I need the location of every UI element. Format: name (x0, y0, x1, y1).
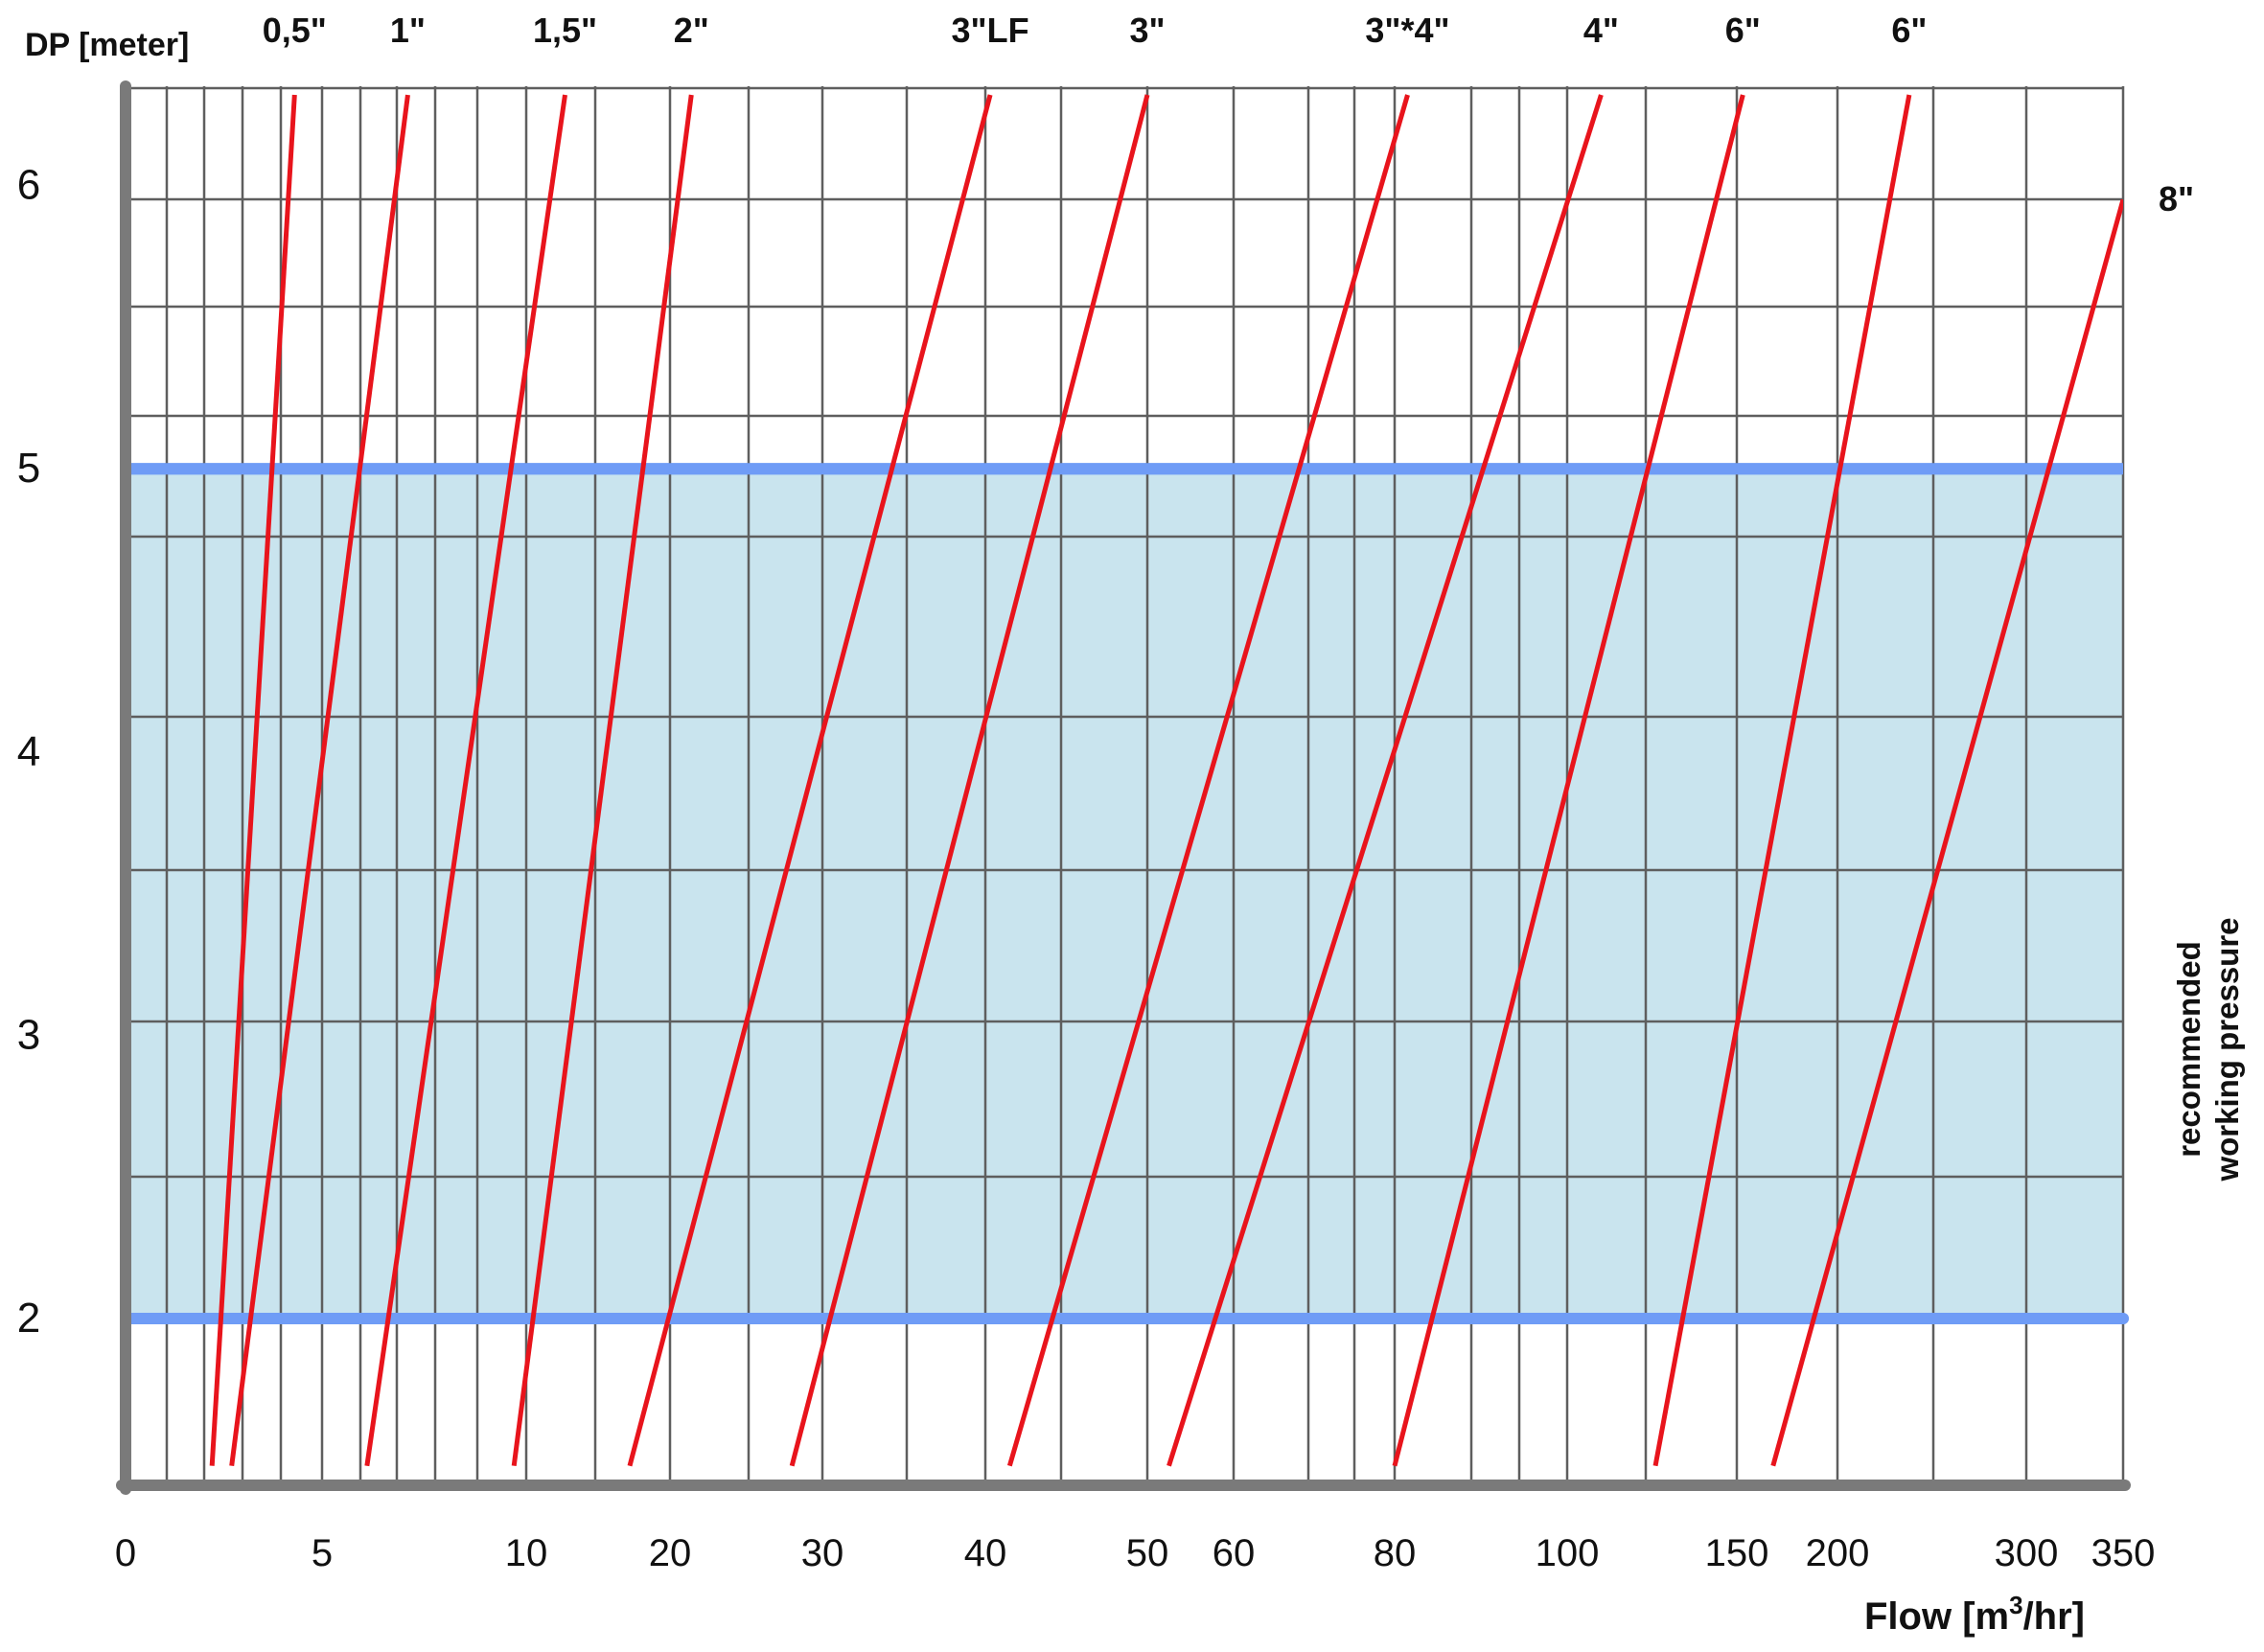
x-tick-label: 80 (1374, 1532, 1417, 1574)
series-label-7: 4" (1583, 11, 1619, 50)
x-tick-label: 300 (1995, 1532, 2059, 1574)
x-tick-label: 50 (1126, 1532, 1169, 1574)
x-tick-label: 60 (1213, 1532, 1256, 1574)
y-tick-label: 6 (17, 162, 40, 209)
tick-labels: 0 5 10 20 30 40 50 60 80 100 150 200 300 350 2 3 4 5 6 (17, 162, 2156, 1574)
series-lines (209, 94, 2123, 1467)
x-tick-label: 30 (801, 1532, 844, 1574)
series-line-1 (229, 94, 410, 1467)
series-line-0 (209, 94, 297, 1466)
series-line-7 (1167, 94, 1604, 1467)
recommended-pressure-band (120, 463, 2129, 1324)
series-label-0: 0,5" (263, 11, 327, 50)
series-label-8: 6" (1725, 11, 1761, 50)
series-line-5 (789, 94, 1150, 1467)
y-tick-label: 5 (17, 445, 40, 492)
series-line-8 (1392, 94, 1745, 1467)
x-tick-label: 200 (1806, 1532, 1870, 1574)
x-tick-label: 350 (2091, 1532, 2156, 1574)
series-label-6: 3"*4" (1365, 11, 1449, 50)
x-tick-label: 40 (964, 1532, 1007, 1574)
y-tick-label: 3 (17, 1011, 40, 1058)
x-tick-label: 100 (1536, 1532, 1600, 1574)
y-tick-label: 4 (17, 728, 40, 775)
series-labels: 0,5" 1" 1,5" 2" 3"LF 3" 3"*4" 4" 6" 6" 8" (263, 11, 2194, 218)
series-label-10: 8" (2159, 179, 2194, 218)
series-label-9: 6" (1891, 11, 1927, 50)
axes (116, 80, 2131, 1495)
series-line-3 (511, 94, 694, 1467)
series-label-3: 2" (674, 11, 709, 50)
series-line-6 (1006, 94, 1410, 1467)
x-axis-title: Flow [m3/hr] (1864, 1591, 2085, 1638)
x-tick-label: 0 (115, 1532, 136, 1574)
y-axis-title: DP [meter] (25, 27, 189, 63)
y-tick-label: 2 (17, 1295, 40, 1342)
x-tick-label: 20 (649, 1532, 692, 1574)
grid (120, 86, 2129, 1485)
band-label-line2: working pressure (2209, 917, 2245, 1182)
series-line-4 (627, 94, 993, 1467)
series-line-2 (364, 94, 567, 1467)
series-line-10 (1770, 198, 2123, 1467)
series-label-2: 1,5" (533, 11, 597, 50)
x-tick-label: 10 (505, 1532, 548, 1574)
band-label-line1: recommended (2171, 941, 2206, 1158)
series-label-1: 1" (390, 11, 426, 50)
x-tick-label: 150 (1705, 1532, 1769, 1574)
x-tick-label: 5 (312, 1532, 333, 1574)
series-label-5: 3" (1129, 11, 1165, 50)
series-line-9 (1652, 94, 1912, 1467)
band-fill (126, 469, 2123, 1319)
series-label-4: 3"LF (952, 11, 1029, 50)
